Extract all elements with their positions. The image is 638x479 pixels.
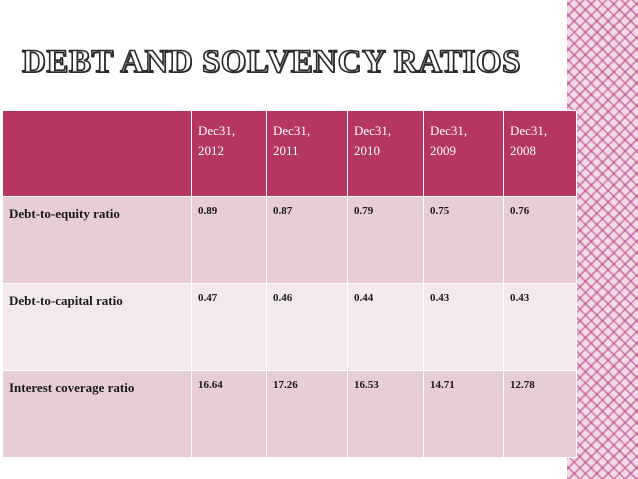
- table-cell: 12.78: [503, 370, 577, 458]
- column-header-year: 2009: [430, 143, 456, 158]
- column-header: Dec31, 2011: [266, 110, 348, 197]
- header-corner-cell: [2, 110, 192, 197]
- table-row: Debt-to-equity ratio 0.89 0.87 0.79 0.75…: [2, 196, 577, 284]
- column-header: Dec31, 2010: [347, 110, 424, 197]
- table-cell: 0.43: [503, 283, 577, 371]
- column-header-date: Dec31,: [510, 123, 548, 138]
- table-cell: 0.79: [347, 196, 424, 284]
- column-header: Dec31, 2008: [503, 110, 577, 197]
- table-cell: 17.26: [266, 370, 348, 458]
- ratios-table: Dec31, 2012 Dec31, 2011 Dec31, 2010 Dec3…: [2, 110, 577, 458]
- table-cell: 0.46: [266, 283, 348, 371]
- table-cell: 0.89: [191, 196, 267, 284]
- column-header-date: Dec31,: [354, 123, 392, 138]
- column-header-year: 2011: [273, 143, 299, 158]
- column-header: Dec31, 2012: [191, 110, 267, 197]
- table-cell: 14.71: [423, 370, 504, 458]
- table-header-row: Dec31, 2012 Dec31, 2011 Dec31, 2010 Dec3…: [2, 110, 577, 197]
- table-cell: 0.44: [347, 283, 424, 371]
- row-label: Debt-to-capital ratio: [2, 283, 192, 371]
- column-header-year: 2008: [510, 143, 536, 158]
- table-cell: 0.43: [423, 283, 504, 371]
- row-label: Debt-to-equity ratio: [2, 196, 192, 284]
- decorative-side-stripe: [567, 0, 638, 479]
- table-row: Debt-to-capital ratio 0.47 0.46 0.44 0.4…: [2, 283, 577, 371]
- table-cell: 0.87: [266, 196, 348, 284]
- table-cell: 16.53: [347, 370, 424, 458]
- table-cell: 16.64: [191, 370, 267, 458]
- table-cell: 0.76: [503, 196, 577, 284]
- column-header: Dec31, 2009: [423, 110, 504, 197]
- row-label: Interest coverage ratio: [2, 370, 192, 458]
- column-header-date: Dec31,: [198, 123, 236, 138]
- table-row: Interest coverage ratio 16.64 17.26 16.5…: [2, 370, 577, 458]
- column-header-year: 2010: [354, 143, 380, 158]
- column-header-year: 2012: [198, 143, 224, 158]
- table-cell: 0.47: [191, 283, 267, 371]
- column-header-date: Dec31,: [273, 123, 311, 138]
- table-cell: 0.75: [423, 196, 504, 284]
- column-header-date: Dec31,: [430, 123, 468, 138]
- slide-title: DEBT AND SOLVENCY RATIOS: [21, 43, 521, 81]
